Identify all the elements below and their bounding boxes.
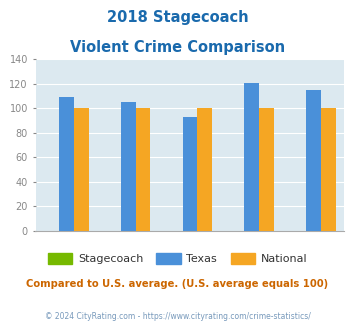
Text: Violent Crime Comparison: Violent Crime Comparison bbox=[70, 40, 285, 54]
Bar bbox=[321, 109, 336, 231]
Bar bbox=[136, 109, 151, 231]
Text: © 2024 CityRating.com - https://www.cityrating.com/crime-statistics/: © 2024 CityRating.com - https://www.city… bbox=[45, 312, 310, 321]
Bar bbox=[244, 83, 259, 231]
Bar bbox=[74, 109, 89, 231]
Bar bbox=[197, 109, 212, 231]
Text: 2018 Stagecoach: 2018 Stagecoach bbox=[107, 10, 248, 25]
Bar bbox=[259, 109, 274, 231]
Bar bbox=[182, 117, 197, 231]
Legend: Stagecoach, Texas, National: Stagecoach, Texas, National bbox=[43, 248, 312, 268]
Text: Compared to U.S. average. (U.S. average equals 100): Compared to U.S. average. (U.S. average … bbox=[26, 279, 329, 289]
Bar bbox=[59, 97, 74, 231]
Bar bbox=[306, 90, 321, 231]
Bar bbox=[121, 102, 136, 231]
